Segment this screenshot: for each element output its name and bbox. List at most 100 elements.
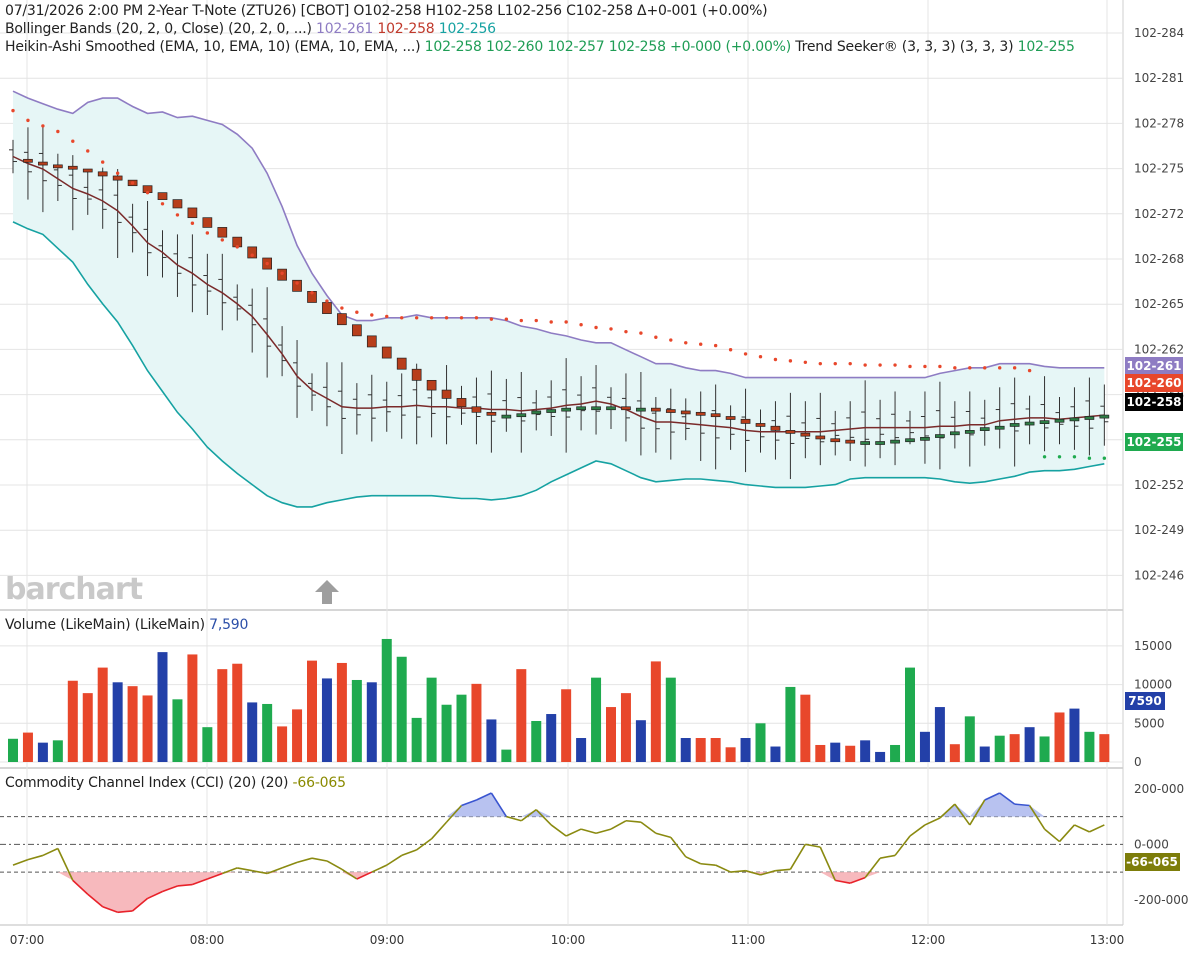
cci-line-segment — [625, 819, 641, 823]
volume-bar — [1084, 731, 1095, 762]
heikin-ashi-candle — [890, 439, 900, 444]
heikin-ashi-candle — [23, 158, 33, 163]
price-axis-label: 102-262 — [1134, 342, 1184, 356]
price-axis-label: 102-284 — [1134, 26, 1184, 40]
volume-bar — [127, 686, 138, 762]
volume-bar — [516, 669, 527, 762]
cci-line-segment — [207, 872, 223, 880]
bollinger-label: Bollinger Bands (20, 2, 0, Close) (20, 2… — [5, 21, 317, 37]
cci-line-segment — [879, 854, 896, 859]
price-bar — [83, 169, 92, 215]
heikin-ashi-candle — [815, 435, 826, 440]
cci-line-segment — [72, 879, 89, 895]
trend-seeker-dot — [86, 149, 90, 153]
trend-seeker-dot — [878, 363, 882, 367]
cci-line-segment — [550, 824, 567, 837]
heikin-ashi-candle — [1084, 416, 1095, 420]
heikin-ashi-candle — [292, 279, 302, 292]
volume-bar — [366, 682, 377, 762]
volume-label: Volume (LikeMain) (LikeMain) — [5, 617, 210, 633]
price-tag — [1125, 374, 1183, 392]
trend-seeker-dot — [1102, 456, 1107, 460]
cci-oversold-fill — [57, 872, 881, 913]
cci-line-segment — [849, 876, 866, 884]
cci-axis-label: -200-000 — [1134, 893, 1188, 907]
price-bar — [636, 372, 645, 456]
volume-bar — [426, 677, 437, 762]
heikin-ashi-candle — [471, 406, 482, 413]
volume-bar — [112, 682, 123, 762]
cci-line-segment — [610, 820, 627, 830]
trend-seeker-dot — [115, 171, 120, 175]
trend-seeker-dot — [624, 329, 628, 334]
cci-line-segment — [909, 824, 926, 837]
price-axis-label: 102-268 — [1134, 252, 1184, 266]
heikin-ashi-candle — [606, 406, 616, 411]
heikin-ashi-candle — [680, 410, 691, 415]
price-bar — [651, 397, 660, 453]
volume-bar — [1039, 736, 1050, 762]
price-bar — [517, 372, 526, 453]
volume-bar — [845, 745, 856, 762]
heikin-ashi-candle — [1054, 418, 1065, 423]
heikin-ashi-candle — [561, 407, 572, 412]
volume-bar — [561, 689, 572, 762]
volume-bar — [815, 744, 826, 762]
cci-line-segment — [819, 846, 836, 881]
volume-bar — [22, 732, 33, 762]
trend-seeker-dot — [594, 325, 598, 330]
heikin-ashi-candle — [665, 409, 676, 413]
trend-seeker-dot — [175, 213, 180, 217]
time-axis-label: 11:00 — [731, 933, 766, 947]
cci-line-segment — [1089, 824, 1105, 833]
volume-bar — [82, 693, 93, 762]
trend-seeker-dot — [1042, 455, 1047, 459]
trend-seeker-dot — [11, 108, 15, 113]
cci-line-segment — [401, 849, 417, 857]
price-bar — [427, 384, 436, 438]
price-axis-label: 102-278 — [1134, 116, 1184, 130]
trend-seeker-dot — [728, 348, 733, 352]
heikin-ashi-candle — [67, 165, 78, 170]
volume-bar — [860, 740, 871, 762]
heikin-ashi-candle — [247, 246, 258, 259]
trend-seeker-dot — [863, 363, 867, 367]
volume-bar — [321, 678, 332, 762]
price-bar — [965, 391, 974, 467]
heikin-ashi-header: Heikin-Ashi Smoothed (EMA, 10, EMA, 10) … — [5, 39, 1075, 55]
volume-bar — [381, 638, 392, 762]
heikin-ashi-candle — [322, 302, 332, 314]
trend-seeker-dot — [444, 316, 449, 320]
cci-line-segment — [341, 868, 358, 880]
cci-line-segment — [356, 871, 373, 880]
trend-seeker-dot — [101, 160, 105, 164]
trend-seeker-dot — [459, 316, 464, 320]
volume-bar — [964, 716, 975, 762]
cci-line-segment — [177, 883, 193, 887]
cci-line-segment — [984, 792, 1001, 801]
price-bar — [846, 401, 855, 461]
volume-bar — [456, 694, 467, 762]
cci-line-segment — [1058, 824, 1076, 843]
heikin-ashi-candle — [785, 430, 796, 434]
time-axis-label: 10:00 — [551, 933, 586, 947]
volume-bar — [800, 694, 811, 762]
volume-bar — [52, 740, 63, 762]
volume-bar — [187, 654, 198, 762]
price-tag-label: 102-258 — [1126, 395, 1181, 409]
barchart-logo: barchart — [5, 572, 143, 607]
volume-bar — [142, 695, 153, 762]
trend-seeker-dot — [489, 317, 494, 321]
cci-line-segment — [132, 897, 149, 912]
heikin-ashi-candle — [770, 425, 781, 431]
heikin-ashi-candle — [994, 425, 1005, 430]
cci-line-segment — [730, 869, 746, 873]
heikin-ashi-candle — [456, 398, 467, 408]
cci-line-segment — [1044, 828, 1061, 843]
price-bar — [786, 392, 795, 480]
trend-seeker-dot — [26, 118, 30, 123]
volume-bar — [471, 683, 482, 762]
heikin-ashi-candle — [97, 171, 108, 177]
